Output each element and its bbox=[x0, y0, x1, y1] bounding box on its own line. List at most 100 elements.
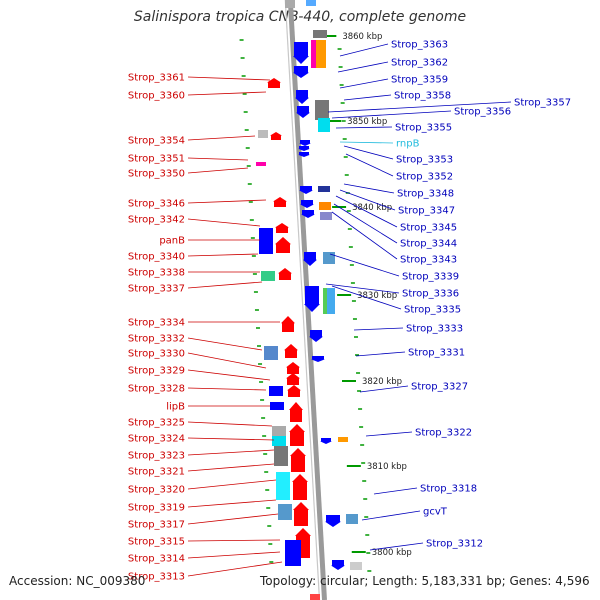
forward-gene-arrow bbox=[267, 78, 281, 88]
reverse-gene-arrow bbox=[298, 146, 310, 151]
gene-label-right: Strop_3357 bbox=[514, 98, 571, 109]
reverse-gene-arrow bbox=[303, 252, 317, 266]
gene-label-right: Strop_3358 bbox=[394, 91, 451, 102]
gene-label-left: Strop_3340 bbox=[128, 252, 185, 263]
reverse-gene-arrow bbox=[296, 106, 310, 118]
gene-leader-line bbox=[187, 421, 273, 427]
gene-label-right: Strop_3344 bbox=[400, 239, 457, 250]
gene-leader-line bbox=[187, 281, 263, 289]
reverse-gene-arrow bbox=[331, 560, 345, 570]
gene-label-left: Strop_3319 bbox=[128, 503, 185, 514]
feature-block bbox=[278, 504, 292, 520]
gene-leader-line bbox=[187, 135, 256, 141]
forward-gene-arrow bbox=[290, 448, 306, 472]
reverse-gene-arrow bbox=[311, 356, 325, 362]
gene-leader-line bbox=[335, 195, 398, 228]
gene-label-left: Strop_3328 bbox=[128, 384, 185, 395]
forward-gene-arrow bbox=[286, 373, 300, 385]
rna-label-right: rnpB bbox=[396, 139, 420, 150]
gene-leader-line bbox=[187, 218, 261, 227]
feature-block bbox=[316, 40, 326, 68]
gene-leader-line bbox=[187, 551, 281, 559]
gene-leader-line bbox=[339, 43, 389, 57]
kbp-tick-label: 3850 kbp bbox=[347, 117, 387, 127]
gene-label-right: Strop_3362 bbox=[391, 58, 448, 69]
gene-label-left: Strop_3338 bbox=[128, 268, 185, 279]
reverse-gene-arrow bbox=[301, 210, 315, 218]
gene-leader-line bbox=[187, 387, 267, 391]
gene-label-right: gcvT bbox=[423, 507, 448, 518]
gene-leader-line bbox=[187, 157, 249, 161]
feature-block bbox=[270, 402, 284, 410]
gene-leader-line bbox=[187, 479, 277, 490]
forward-gene-arrow bbox=[275, 223, 289, 233]
forward-gene-arrow bbox=[293, 502, 309, 526]
gene-label-right: Strop_3327 bbox=[411, 382, 468, 393]
feature-block bbox=[318, 118, 330, 132]
gene-label-right: Strop_3336 bbox=[402, 289, 459, 300]
gene-leader-line bbox=[187, 561, 283, 577]
gene-leader-line bbox=[187, 437, 275, 441]
forward-gene-arrow bbox=[284, 344, 298, 358]
gene-label-right: Strop_3359 bbox=[391, 75, 448, 86]
gene-leader-line bbox=[373, 487, 418, 495]
gene-label-left: lipB bbox=[166, 402, 185, 413]
reverse-gene-arrow bbox=[293, 42, 309, 64]
reverse-gene-arrow bbox=[298, 152, 310, 157]
kbp-tick-label: 3820 kbp bbox=[362, 377, 402, 387]
gene-label-left: Strop_3324 bbox=[128, 434, 185, 445]
feature-block bbox=[320, 212, 332, 220]
forward-gene-arrow bbox=[287, 385, 301, 397]
feature-block bbox=[274, 446, 288, 466]
feature-block bbox=[338, 437, 348, 442]
feature-block bbox=[350, 562, 362, 570]
gene-label-right: Strop_3347 bbox=[398, 206, 455, 217]
accession-text: Accession: NC_009380 bbox=[9, 574, 146, 588]
gene-leader-line bbox=[333, 203, 398, 244]
gene-label-left: Strop_3332 bbox=[128, 334, 185, 345]
feature-block bbox=[310, 594, 320, 600]
gene-label-right: Strop_3322 bbox=[415, 428, 472, 439]
gene-label-right: Strop_3331 bbox=[408, 348, 465, 359]
gene-label-left: Strop_3314 bbox=[128, 554, 185, 565]
feature-block bbox=[258, 130, 268, 138]
gene-leader-line bbox=[187, 337, 263, 351]
forward-gene-arrow bbox=[292, 474, 308, 500]
gene-leader-line bbox=[187, 91, 267, 96]
gene-label-left: Strop_3329 bbox=[128, 366, 185, 377]
feature-block bbox=[318, 186, 330, 192]
gene-label-left: Strop_3320 bbox=[128, 485, 185, 496]
gene-leader-line bbox=[337, 61, 389, 73]
feature-block bbox=[323, 252, 335, 264]
gene-label-right: Strop_3345 bbox=[400, 223, 457, 234]
gene-label-right: Strop_3356 bbox=[454, 107, 511, 118]
gene-leader-line bbox=[361, 510, 421, 521]
topology-text: Topology: circular; Length: 5,183,331 bp… bbox=[260, 574, 590, 588]
feature-block bbox=[306, 0, 316, 6]
gene-label-left: Strop_3330 bbox=[128, 349, 185, 360]
reverse-gene-arrow bbox=[299, 140, 311, 146]
feature-block bbox=[261, 271, 275, 281]
feature-block bbox=[285, 0, 295, 8]
kbp-tick-label: 3860 kbp bbox=[342, 32, 382, 42]
feature-block bbox=[272, 436, 286, 446]
gene-leader-line bbox=[327, 101, 512, 113]
gene-label-left: Strop_3321 bbox=[128, 467, 185, 478]
gene-leader-line bbox=[339, 78, 389, 89]
reverse-gene-arrow bbox=[295, 90, 309, 104]
gene-label-right: Strop_3339 bbox=[402, 272, 459, 283]
feature-block bbox=[264, 346, 278, 360]
gene-label-left: Strop_3342 bbox=[128, 215, 185, 226]
forward-gene-arrow bbox=[275, 237, 291, 253]
gene-leader-line bbox=[187, 199, 267, 204]
reverse-gene-arrow bbox=[293, 66, 309, 78]
gene-leader-line bbox=[329, 253, 400, 277]
forward-gene-arrow bbox=[289, 424, 305, 446]
gene-leader-line bbox=[339, 141, 394, 144]
gene-leader-line bbox=[187, 539, 281, 542]
gene-label-left: Strop_3334 bbox=[128, 318, 185, 329]
gene-label-left: Strop_3351 bbox=[128, 154, 185, 165]
feature-block bbox=[346, 514, 358, 524]
gene-label-right: Strop_3335 bbox=[404, 305, 461, 316]
